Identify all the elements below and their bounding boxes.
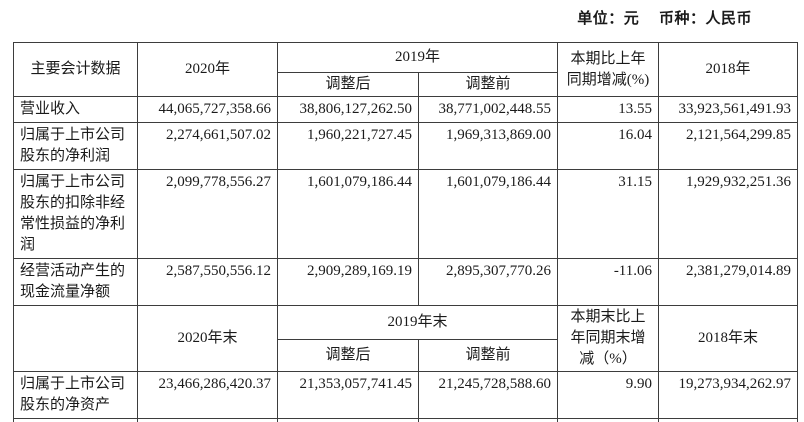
header-pct-change-end: 本期末比上 年同期末增 减（%） (557, 305, 660, 372)
cell-2019-before: 1,601,079,186.44 (417, 169, 559, 259)
unit-currency-note: 单位：元 币种：人民币 (577, 11, 752, 27)
row-label: 归属于上市公司股东的扣除非经常性损益的净利润 (13, 169, 138, 259)
header-2019: 2019年 (276, 42, 559, 73)
row-label: 归属于上市公司股东的净利润 (13, 122, 138, 170)
cell-2018: 19,273,934,262.97 (658, 371, 799, 419)
cell-pct: 31.15 (557, 169, 660, 259)
cell-2020: 2,274,661,507.02 (137, 122, 278, 170)
cell-pct: -11.06 (557, 258, 660, 306)
header-metric-blank (13, 305, 138, 372)
cell-2019-after: 40,315,232,835.86 (277, 418, 419, 422)
row-label: 归属于上市公司股东的净资产 (13, 371, 138, 419)
header-metric: 主要会计数据 (13, 42, 138, 97)
cell-pct: 13.55 (557, 96, 660, 123)
cell-2020: 44,065,727,358.66 (137, 96, 278, 123)
cell-pct: 16.94 (557, 418, 660, 422)
cell-2020: 47,145,307,412.68 (137, 418, 278, 422)
section1-header-row-top: 主要会计数据 2020年 2019年 本期比上年 同期增减(%) 2018年 (13, 42, 799, 97)
table-row-total-assets: 总资产 47,145,307,412.68 40,315,232,835.86 … (13, 418, 799, 422)
header-adjusted-before: 调整前 (417, 72, 559, 97)
header-2018-end: 2018年末 (658, 305, 799, 372)
table-row-operating-cash-flow: 经营活动产生的现金流量净额 2,587,550,556.12 2,909,289… (13, 258, 799, 306)
section2-header-row-top: 2020年末 2019年末 本期末比上 年同期末增 减（%） 2018年末 (13, 305, 799, 372)
header-2020-end: 2020年末 (137, 305, 278, 372)
cell-pct: 16.04 (557, 122, 660, 170)
row-label: 总资产 (13, 418, 138, 422)
header-adjusted-after: 调整后 (277, 72, 419, 97)
cell-pct: 9.90 (557, 371, 660, 419)
cell-2019-after: 2,909,289,169.19 (277, 258, 419, 306)
header-2019-end: 2019年末 (276, 305, 559, 340)
key-accounting-data-table: 主要会计数据 2020年 2019年 本期比上年 同期增减(%) 2018年 调… (13, 42, 799, 422)
cell-2019-before: 1,969,313,869.00 (417, 122, 559, 170)
header-adjusted-before: 调整前 (417, 338, 559, 373)
cell-2018: 33,923,561,491.93 (658, 96, 799, 123)
cell-2020: 23,466,286,420.37 (137, 371, 278, 419)
cell-2019-before: 38,771,002,448.55 (417, 96, 559, 123)
section1-header-row-sub: 调整后 调整前 (14, 72, 798, 97)
row-label: 经营活动产生的现金流量净额 (13, 258, 138, 306)
cell-2018: 2,381,279,014.89 (658, 258, 799, 306)
cell-2019-after: 1,601,079,186.44 (277, 169, 419, 259)
cell-2020: 2,099,778,556.27 (137, 169, 278, 259)
cell-2019-before: 40,193,900,663.85 (417, 418, 559, 422)
table-row-net-profit: 归属于上市公司股东的净利润 2,274,661,507.02 1,960,221… (13, 122, 799, 170)
table-row-net-assets: 归属于上市公司股东的净资产 23,466,286,420.37 21,353,0… (13, 371, 799, 419)
cell-2018: 2,121,564,299.85 (658, 122, 799, 170)
cell-2018: 32,006,313,535.55 (658, 418, 799, 422)
header-2020: 2020年 (137, 42, 278, 97)
cell-2019-before: 21,245,728,588.60 (417, 371, 559, 419)
cell-2019-before: 2,895,307,770.26 (417, 258, 559, 306)
table-row-net-profit-excl-nonrecurring: 归属于上市公司股东的扣除非经常性损益的净利润 2,099,778,556.27 … (13, 169, 799, 259)
cell-2019-after: 1,960,221,727.45 (277, 122, 419, 170)
header-adjusted-after: 调整后 (277, 338, 419, 373)
section2-header-row-sub: 调整后 调整前 (14, 338, 798, 373)
row-label: 营业收入 (13, 96, 138, 123)
cell-2019-after: 38,806,127,262.50 (277, 96, 419, 123)
table-row-revenue: 营业收入 44,065,727,358.66 38,806,127,262.50… (13, 96, 799, 123)
cell-2020: 2,587,550,556.12 (137, 258, 278, 306)
header-2018: 2018年 (658, 42, 799, 97)
cell-2018: 1,929,932,251.36 (658, 169, 799, 259)
header-pct-change: 本期比上年 同期增减(%) (557, 42, 660, 97)
cell-2019-after: 21,353,057,741.45 (277, 371, 419, 419)
